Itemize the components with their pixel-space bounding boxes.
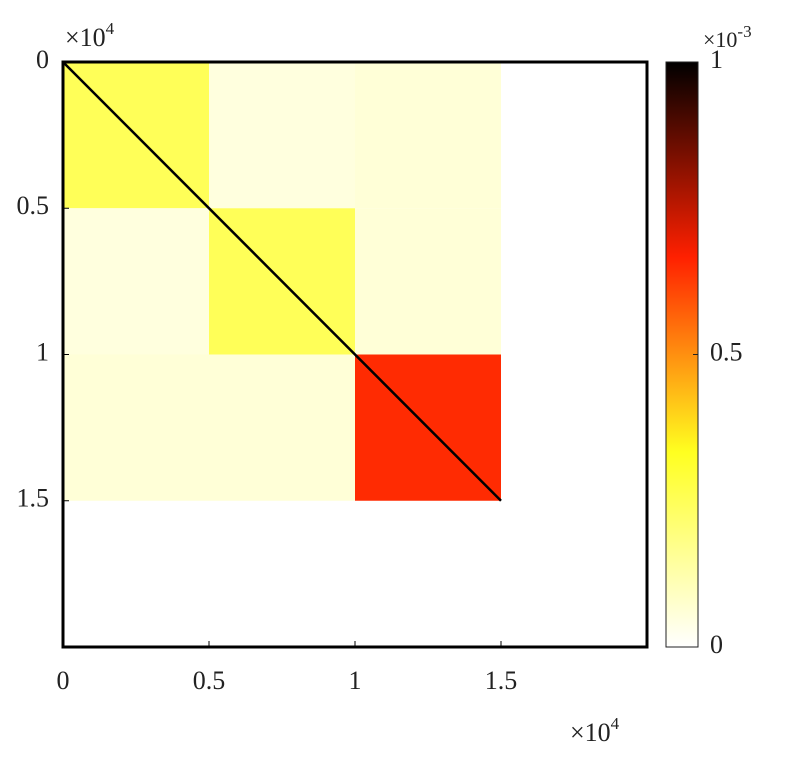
y-tick-label: 0.5 — [17, 191, 50, 220]
colorbar-tick-label: 0.5 — [710, 337, 743, 366]
x-multiplier: ×104 — [570, 714, 620, 747]
diagonal — [62, 61, 502, 502]
colorbar-multiplier: ×10-3 — [703, 22, 752, 52]
x-tick-label: 1.5 — [485, 666, 518, 695]
y-multiplier: ×104 — [65, 19, 115, 52]
heatmap-cell — [355, 62, 501, 209]
x-tick-label: 0.5 — [193, 666, 226, 695]
colorbar-tick-label: 1 — [710, 45, 723, 74]
colorbar — [665, 61, 699, 648]
heatmap-cell — [355, 208, 501, 355]
x-tick-label: 1 — [349, 666, 362, 695]
heatmap-cell — [63, 208, 209, 355]
y-tick-label: 0 — [36, 45, 49, 74]
colorbar-tick-label: 0 — [710, 630, 723, 659]
heatmap-cell — [63, 354, 209, 501]
y-tick-label: 1.5 — [17, 484, 50, 513]
heatmap-cell — [209, 62, 355, 209]
x-tick-label: 0 — [57, 666, 70, 695]
heatmap-cell — [209, 354, 355, 501]
y-tick-label: 1 — [36, 337, 49, 366]
